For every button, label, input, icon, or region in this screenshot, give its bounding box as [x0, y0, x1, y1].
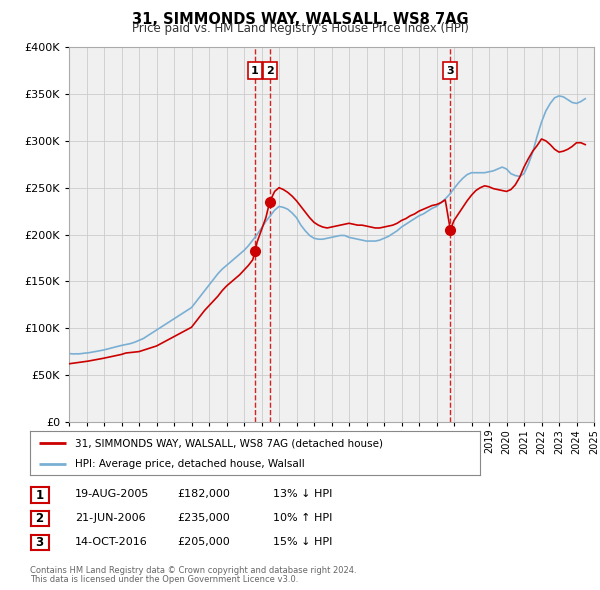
Text: Price paid vs. HM Land Registry's House Price Index (HPI): Price paid vs. HM Land Registry's House …	[131, 22, 469, 35]
Text: 3: 3	[446, 65, 454, 76]
Text: 1: 1	[251, 65, 259, 76]
Text: 21-JUN-2006: 21-JUN-2006	[75, 513, 146, 523]
Text: £182,000: £182,000	[177, 490, 230, 499]
Text: 1: 1	[35, 489, 44, 502]
Text: 10% ↑ HPI: 10% ↑ HPI	[273, 513, 332, 523]
Text: 14-OCT-2016: 14-OCT-2016	[75, 537, 148, 546]
Text: 15% ↓ HPI: 15% ↓ HPI	[273, 537, 332, 546]
Text: 13% ↓ HPI: 13% ↓ HPI	[273, 490, 332, 499]
Text: This data is licensed under the Open Government Licence v3.0.: This data is licensed under the Open Gov…	[30, 575, 298, 584]
Text: 2: 2	[35, 512, 44, 525]
Text: £235,000: £235,000	[177, 513, 230, 523]
Text: Contains HM Land Registry data © Crown copyright and database right 2024.: Contains HM Land Registry data © Crown c…	[30, 566, 356, 575]
Text: £205,000: £205,000	[177, 537, 230, 546]
Text: 31, SIMMONDS WAY, WALSALL, WS8 7AG (detached house): 31, SIMMONDS WAY, WALSALL, WS8 7AG (deta…	[75, 438, 383, 448]
Text: HPI: Average price, detached house, Walsall: HPI: Average price, detached house, Wals…	[75, 459, 305, 469]
Text: 19-AUG-2005: 19-AUG-2005	[75, 490, 149, 499]
Text: 31, SIMMONDS WAY, WALSALL, WS8 7AG: 31, SIMMONDS WAY, WALSALL, WS8 7AG	[131, 12, 469, 27]
Text: 2: 2	[266, 65, 274, 76]
Text: 3: 3	[35, 536, 44, 549]
